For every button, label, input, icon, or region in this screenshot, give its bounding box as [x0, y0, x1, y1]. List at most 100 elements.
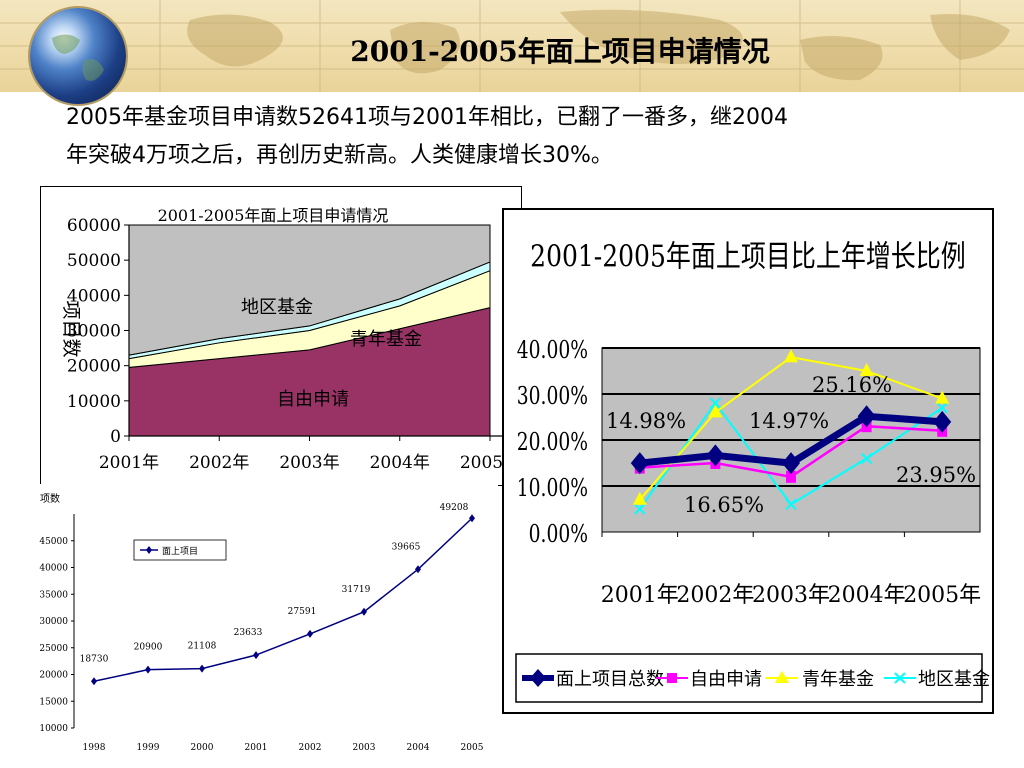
trend-data-label: 23633 [234, 628, 263, 638]
trend-data-label: 27591 [288, 607, 317, 617]
trend-y-tick-label: 25000 [39, 644, 68, 654]
growth-y-tick-label: 40.00% [517, 337, 588, 365]
trend-data-label: 31719 [342, 585, 371, 595]
trend-point [415, 565, 421, 574]
growth-x-tick-label: 2002年 [676, 583, 754, 608]
area-chart-panel: 2001-2005年面上项目申请情况 0 10000 20000 30000 40000… [40, 186, 522, 486]
trend-chart-legend: 面上项目 [133, 539, 227, 561]
growth-data-label: 25.16% [812, 373, 892, 397]
growth-y-tick-label: 30.00% [517, 383, 588, 411]
growth-point-total [706, 444, 725, 467]
trend-point [253, 651, 259, 660]
header-banner: 2001-2005年面上项目申请情况 [0, 0, 1024, 104]
trend-chart-panel: 项数 10000 15000 20000 25000 30000 35000 40000 45… [34, 484, 498, 764]
growth-chart-legend: 面上项目总数 自由申请 青年基金 地区基金 [515, 653, 990, 703]
growth-y-tick-label: 0.00% [529, 521, 588, 549]
trend-point [91, 677, 97, 686]
growth-legend-label: 自由申请 [690, 669, 762, 690]
trend-series-line [93, 517, 473, 683]
growth-y-tick-label: 20.00% [517, 429, 588, 457]
growth-chart-panel: 2001-2005年面上项目比上年增长比例 0.00% 10.00% 20.00% 3… [502, 208, 994, 714]
growth-legend-label: 面上项目总数 [556, 669, 664, 690]
area-y-tick-label: 30000 [67, 322, 121, 342]
growth-data-label: 23.95% [896, 463, 976, 487]
growth-point-region [860, 452, 873, 465]
growth-x-tick-label: 2003年 [752, 583, 830, 608]
trend-x-tick-label: 2000 [191, 743, 214, 753]
area-y-tick-label: 20000 [67, 357, 121, 377]
area-regional-fund [128, 224, 491, 356]
growth-point-total [857, 405, 876, 428]
area-y-tick-label: 50000 [67, 251, 121, 271]
growth-point-free [786, 470, 796, 483]
growth-point-total [630, 452, 649, 475]
growth-chart: 2001-2005年面上项目比上年增长比例 0.00% 10.00% 20.00% 3… [515, 238, 990, 703]
growth-point-region [785, 498, 797, 511]
growth-legend-label: 地区基金 [918, 669, 990, 690]
trend-y-tick-label: 40000 [39, 564, 68, 574]
growth-point-region [936, 402, 948, 414]
triangle-marker-icon [775, 671, 789, 683]
trend-point [145, 665, 151, 674]
trend-y-tick-label: 30000 [39, 617, 68, 627]
diamond-marker-icon [530, 669, 546, 687]
growth-point-region [709, 397, 722, 409]
trend-x-tick-label: 2003 [353, 743, 376, 753]
page-title: 2001-2005年面上项目申请情况 [350, 35, 770, 68]
trend-legend-box [133, 539, 227, 561]
intro-paragraph: 2005年基金项目申请数52641项与2001年相比，已翻了一番多，继2004 … [66, 99, 966, 175]
growth-point-total [933, 410, 952, 433]
area-x-tick-label: 2003年 [279, 453, 339, 473]
square-marker-icon [667, 673, 677, 683]
trend-data-label: 20900 [134, 643, 163, 653]
area-series-label: 青年基金 [350, 329, 422, 350]
trend-y-tick-label: 20000 [39, 671, 68, 681]
area-chart-y-axis-label: 项目数 [60, 300, 82, 357]
area-chart: 2001-2005年面上项目申请情况 0 10000 20000 30000 40000… [60, 206, 520, 473]
trend-x-tick-label: 2004 [407, 743, 430, 753]
trend-data-label: 18730 [80, 654, 109, 664]
growth-data-label: 16.65% [684, 493, 764, 517]
x-marker-icon [894, 672, 906, 684]
diamond-marker-icon [146, 546, 152, 554]
trend-x-tick-label: 2002 [299, 743, 322, 753]
trend-chart-y-axis-label: 项数 [40, 492, 60, 505]
area-y-tick-label: 0 [110, 427, 121, 447]
area-series-label: 自由申请 [277, 389, 349, 410]
trend-y-tick-label: 10000 [39, 724, 68, 734]
growth-point-youth [632, 491, 647, 505]
trend-chart: 项数 10000 15000 20000 25000 30000 35000 40000 45… [39, 492, 484, 753]
area-x-tick-label: 2004年 [370, 453, 430, 473]
trend-legend-label: 面上项目 [162, 546, 198, 557]
growth-data-label: 14.97% [749, 409, 829, 433]
globe-icon [30, 8, 126, 104]
growth-point-youth [708, 404, 723, 418]
trend-y-tick-label: 15000 [39, 697, 68, 707]
trend-x-tick-label: 1998 [83, 743, 106, 753]
world-map-decoration [0, 0, 1024, 92]
growth-point-youth [859, 363, 874, 376]
trend-x-tick-label: 2005 [461, 743, 484, 753]
trend-data-label: 21108 [188, 642, 217, 652]
area-chart-title: 2001-2005年面上项目申请情况 [158, 206, 389, 225]
growth-point-region [634, 503, 646, 515]
trend-point [199, 664, 205, 673]
trend-point [469, 514, 475, 523]
area-x-tick-label: 2001年 [99, 453, 159, 473]
trend-x-tick-label: 2001 [245, 743, 268, 753]
growth-y-tick-label: 10.00% [517, 475, 588, 503]
growth-point-total [782, 452, 800, 475]
area-y-tick-label: 10000 [67, 392, 121, 412]
trend-y-tick-label: 35000 [39, 590, 68, 600]
trend-data-label: 49208 [440, 503, 469, 513]
trend-point [361, 607, 367, 616]
growth-data-label: 14.98% [606, 409, 686, 433]
trend-y-tick-label: 45000 [39, 537, 68, 547]
area-y-tick-label: 40000 [67, 286, 121, 306]
trend-x-tick-label: 1999 [137, 743, 160, 753]
area-y-tick-label: 60000 [67, 216, 121, 236]
intro-line-2: 年突破4万项之后，再创历史新高。人类健康增长30%。 [66, 143, 613, 168]
area-x-tick-label: 2002年 [189, 453, 249, 473]
growth-x-tick-label: 2001年 [601, 583, 679, 608]
growth-chart-title: 2001-2005年面上项目比上年增长比例 [530, 238, 966, 274]
